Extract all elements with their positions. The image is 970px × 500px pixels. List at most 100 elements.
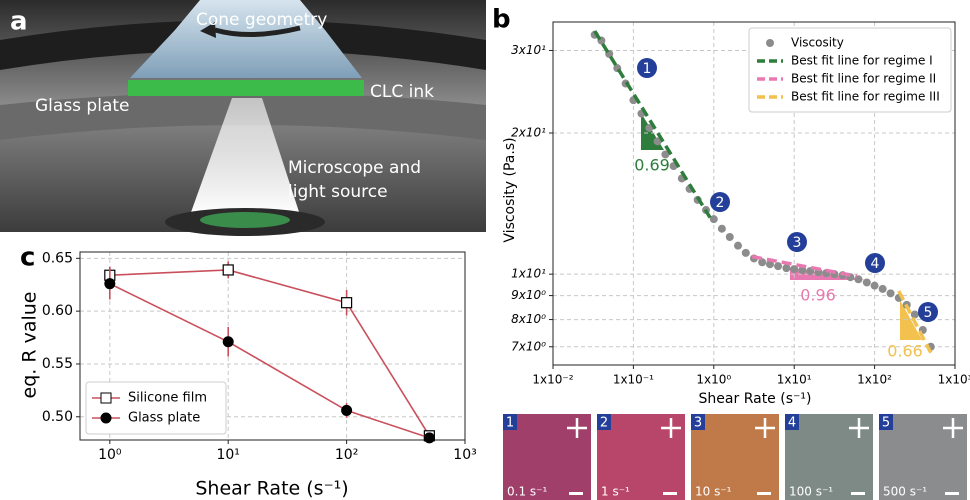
polarizer-cross (943, 418, 963, 438)
data-point (423, 432, 435, 444)
data-point (661, 150, 670, 159)
micrograph-number-box (879, 414, 893, 430)
legend: Silicone film Glass plate (85, 381, 227, 435)
legend-label: Viscosity (791, 36, 844, 50)
scale-bar (663, 492, 677, 495)
label: CLC ink (370, 82, 434, 102)
data-point (104, 278, 116, 290)
data-point (734, 241, 743, 250)
legend-box (85, 381, 227, 435)
legend-marker (100, 412, 112, 424)
regime-number: 4 (871, 256, 880, 272)
data-point (741, 248, 750, 257)
slope-label: 0.96 (800, 286, 836, 305)
x-tick-label: 10¹ (216, 447, 239, 463)
data-point (910, 310, 919, 319)
data-point (222, 264, 234, 276)
legend-label: Best fit line for regime III (791, 90, 940, 104)
shear-rate-label: 100 s⁻¹ (789, 485, 833, 499)
cone (130, 0, 362, 78)
regime-number: 3 (793, 235, 802, 251)
x-tick-label: 10⁰ (98, 447, 122, 463)
regime-marker (865, 253, 885, 273)
data-point (341, 404, 353, 416)
data-point (870, 281, 879, 290)
data-point (725, 233, 734, 242)
data-point (758, 258, 767, 267)
series-line (109, 269, 431, 437)
y-tick-label: 3x10¹ (511, 43, 546, 57)
x-tick-label: 10³ (453, 447, 476, 463)
shear-rate-label: 1 s⁻¹ (601, 485, 630, 499)
data-point (862, 278, 871, 287)
fit-line (593, 30, 712, 219)
x-axis-label: Shear Rate (s⁻¹) (699, 391, 812, 407)
slope-label: 0.66 (887, 342, 923, 361)
micrograph-number: 4 (788, 416, 796, 431)
micrograph-number: 3 (694, 416, 702, 431)
slope-label: 0.69 (634, 156, 670, 175)
data-point (222, 336, 234, 348)
x-tick-label: 1x10² (857, 373, 892, 387)
regime-marker (787, 232, 807, 252)
x-tick-label: 10² (335, 447, 358, 463)
micrograph-number: 5 (882, 416, 890, 431)
legend-marker (100, 392, 112, 404)
label: light source (288, 182, 388, 202)
panel-letter: c (20, 243, 35, 273)
fit-line (897, 290, 933, 354)
polarizer-cross (755, 418, 775, 438)
shear-rate-label: 0.1 s⁻¹ (507, 485, 547, 499)
regime-marker (637, 58, 657, 78)
micrograph-number: 1 (506, 416, 514, 431)
data-point (790, 265, 799, 274)
ink-layer (128, 80, 364, 96)
micrograph-number-box (597, 414, 611, 430)
label: Microscope and (288, 158, 421, 178)
arrow-head (200, 22, 216, 38)
data-point (709, 215, 718, 224)
data-point (886, 289, 895, 298)
polarizer-cross (661, 418, 681, 438)
legend-label: Glass plate (128, 411, 200, 426)
rotation-arrow (214, 25, 301, 37)
data-point (717, 224, 726, 233)
x-tick-label: 1x10⁰ (696, 373, 731, 387)
label: Cone geometry (196, 10, 327, 30)
y-tick-label: 0.55 (42, 356, 73, 372)
x-axis-label: Shear Rate (s⁻¹) (195, 478, 348, 500)
polarizer-cross (849, 418, 869, 438)
series-line (109, 282, 430, 439)
legend-label: Best fit line for regime II (791, 72, 936, 86)
plot-frame (552, 21, 956, 366)
y-tick-label: 1x10¹ (511, 267, 546, 281)
x-tick-label: 1x10⁻² (532, 373, 573, 387)
regime-number: 1 (643, 61, 652, 77)
data-point (782, 264, 791, 273)
data-point (653, 137, 662, 146)
micrograph-number: 2 (600, 416, 608, 431)
regime-marker (710, 192, 730, 212)
y-axis-label: eq. R value (19, 292, 41, 399)
data-point (341, 297, 353, 309)
data-point (878, 284, 887, 293)
fit-line (751, 254, 858, 278)
regime-marker (918, 302, 938, 322)
panel-letter: a (10, 7, 28, 37)
legend-label: Best fit line for regime I (791, 54, 933, 68)
legend-marker (766, 39, 774, 47)
y-axis-label: Viscosity (Pa.s) (502, 137, 518, 242)
y-tick-label: 2x10¹ (511, 126, 546, 140)
plot-frame (79, 251, 466, 441)
micrograph-number-box (503, 414, 517, 430)
y-tick-label: 0.65 (42, 250, 73, 266)
illustration: a Cone geometry Glass plate CLC ink Micr… (0, 0, 486, 236)
y-tick-label: 0.60 (42, 303, 73, 319)
micrograph-number-box (785, 414, 799, 430)
shear-rate-label: 500 s⁻¹ (883, 485, 927, 499)
panel-letter: b (492, 5, 511, 35)
scale-bar (569, 492, 583, 495)
y-tick-label: 9x10⁰ (511, 288, 546, 302)
